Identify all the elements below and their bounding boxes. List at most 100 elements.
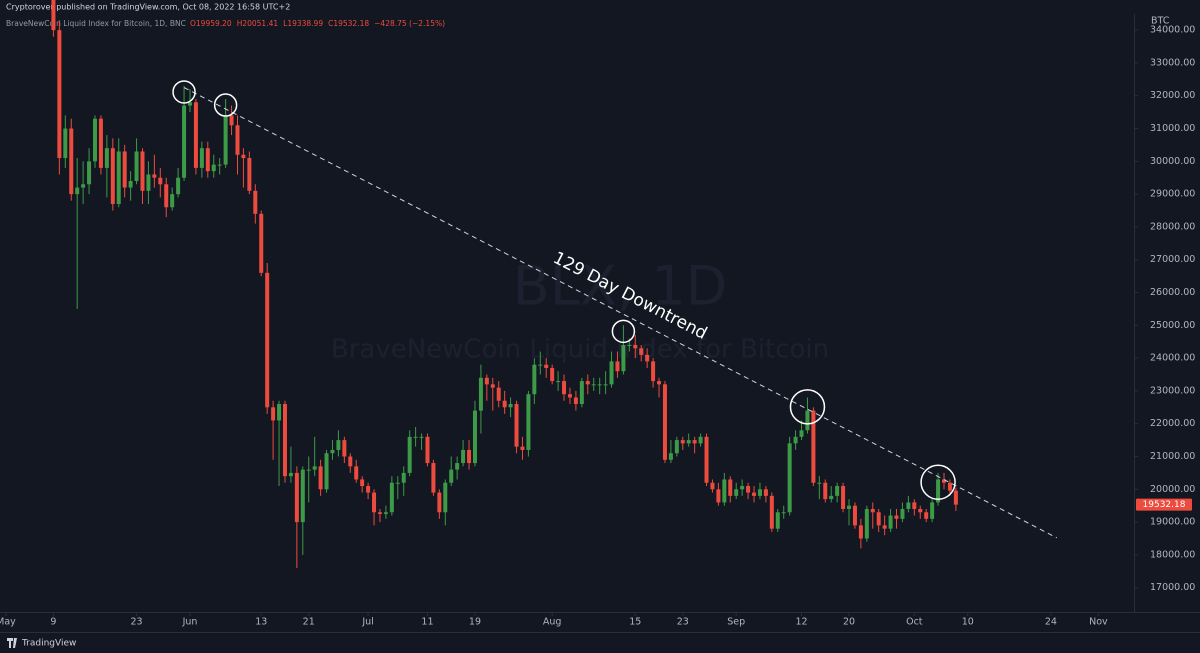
- candle-body: [621, 344, 626, 372]
- candle-body: [75, 187, 80, 195]
- candle-body: [562, 381, 567, 395]
- candle-body: [728, 479, 733, 496]
- candle-body: [116, 151, 121, 204]
- x-tick-label: 19: [469, 617, 481, 628]
- candle-body: [936, 479, 941, 503]
- candle-body: [953, 490, 958, 505]
- candle-body: [324, 453, 329, 490]
- candle-body: [864, 508, 869, 539]
- candle-body: [858, 525, 863, 539]
- candle-body: [431, 463, 436, 493]
- candle-body: [265, 272, 270, 408]
- candle-body: [300, 469, 305, 523]
- candle-body: [443, 482, 448, 513]
- candle-body: [383, 512, 388, 514]
- candle-body: [639, 348, 644, 355]
- candle-body: [253, 190, 258, 214]
- candle-body: [775, 512, 780, 529]
- candle-body: [372, 492, 377, 513]
- x-tick-label: 10: [962, 617, 974, 628]
- candle-body: [342, 440, 347, 457]
- candle-body: [538, 364, 543, 366]
- candle-body: [401, 472, 406, 483]
- logo: [7, 638, 17, 648]
- chart-title: BraveNewCoin Liquid Index for Bitcoin, 1…: [6, 19, 186, 28]
- x-tick-label: 12: [795, 617, 807, 628]
- highlight-circle: [213, 93, 238, 117]
- y-tick-label: 34000.00: [1150, 25, 1195, 36]
- candle-body: [585, 381, 590, 385]
- candle-body: [467, 449, 472, 464]
- candle-body: [793, 436, 798, 444]
- candle-body: [829, 495, 834, 500]
- candle-body: [597, 384, 602, 386]
- candle-body: [757, 489, 762, 496]
- candle-body: [69, 128, 74, 195]
- candle-body: [532, 364, 537, 395]
- candle-body: [520, 446, 525, 450]
- candle-body: [128, 181, 133, 188]
- candle-body: [158, 177, 163, 185]
- brand: TradingView: [21, 639, 76, 649]
- candle-body: [763, 489, 768, 496]
- candle-body: [182, 105, 187, 178]
- candle-body: [805, 410, 810, 431]
- candle-body: [449, 469, 454, 483]
- candle-body: [698, 436, 703, 444]
- candle-body: [769, 495, 774, 529]
- candle-body: [556, 381, 561, 383]
- candle-body: [668, 453, 673, 460]
- candle-body: [330, 449, 335, 454]
- candle-body: [823, 482, 828, 500]
- candle-body: [170, 194, 175, 208]
- candle-body: [140, 151, 145, 191]
- candle-body: [104, 148, 109, 168]
- y-tick-label: 20000.00: [1150, 484, 1195, 495]
- candle-body: [241, 154, 246, 159]
- candle-body: [876, 512, 881, 526]
- candle-body: [152, 174, 157, 178]
- candle-body: [51, 0, 56, 31]
- x-tick-label: 23: [677, 617, 689, 628]
- candle-body: [579, 381, 584, 405]
- ohlc-label: C19532.18: [328, 19, 369, 28]
- candle-body: [900, 508, 905, 519]
- candle-body: [906, 502, 911, 509]
- candle-body: [277, 404, 282, 421]
- x-tick-label: 23: [131, 617, 143, 628]
- candle-body: [235, 125, 240, 155]
- candle-body: [686, 440, 691, 444]
- y-tick-label: 27000.00: [1150, 254, 1195, 265]
- candle-body: [318, 466, 323, 490]
- ohlc-label: L19338.99: [283, 19, 323, 28]
- chart-header: BraveNewCoin Liquid Index for Bitcoin, 1…: [6, 19, 186, 28]
- candle-body: [882, 525, 887, 529]
- y-tick-label: 18000.00: [1150, 549, 1195, 560]
- highlight-circle: [920, 464, 956, 501]
- candle-body: [366, 486, 371, 493]
- candle-body: [888, 515, 893, 529]
- x-tick-label: 20: [843, 617, 855, 628]
- highlight-circle: [789, 389, 826, 425]
- x-tick-label: 24: [1045, 617, 1057, 628]
- candle-body: [407, 436, 412, 473]
- candle-body: [395, 482, 400, 484]
- x-tick-label: Jul: [361, 617, 373, 628]
- candle-body: [817, 482, 822, 484]
- trendline: [183, 87, 1058, 539]
- y-tick-label: 23000.00: [1150, 385, 1195, 396]
- candle-body: [455, 463, 460, 470]
- candle-body: [211, 164, 216, 172]
- y-tick-label: 26000.00: [1150, 287, 1195, 298]
- candle-body: [740, 486, 745, 490]
- candle-body: [722, 479, 727, 503]
- candle-body: [377, 512, 382, 514]
- candle-body: [294, 472, 299, 523]
- candle-body: [710, 482, 715, 490]
- candle-body: [259, 213, 264, 273]
- candle-body: [591, 384, 596, 386]
- candle-body: [752, 492, 757, 496]
- x-tick-label: 9: [50, 617, 56, 628]
